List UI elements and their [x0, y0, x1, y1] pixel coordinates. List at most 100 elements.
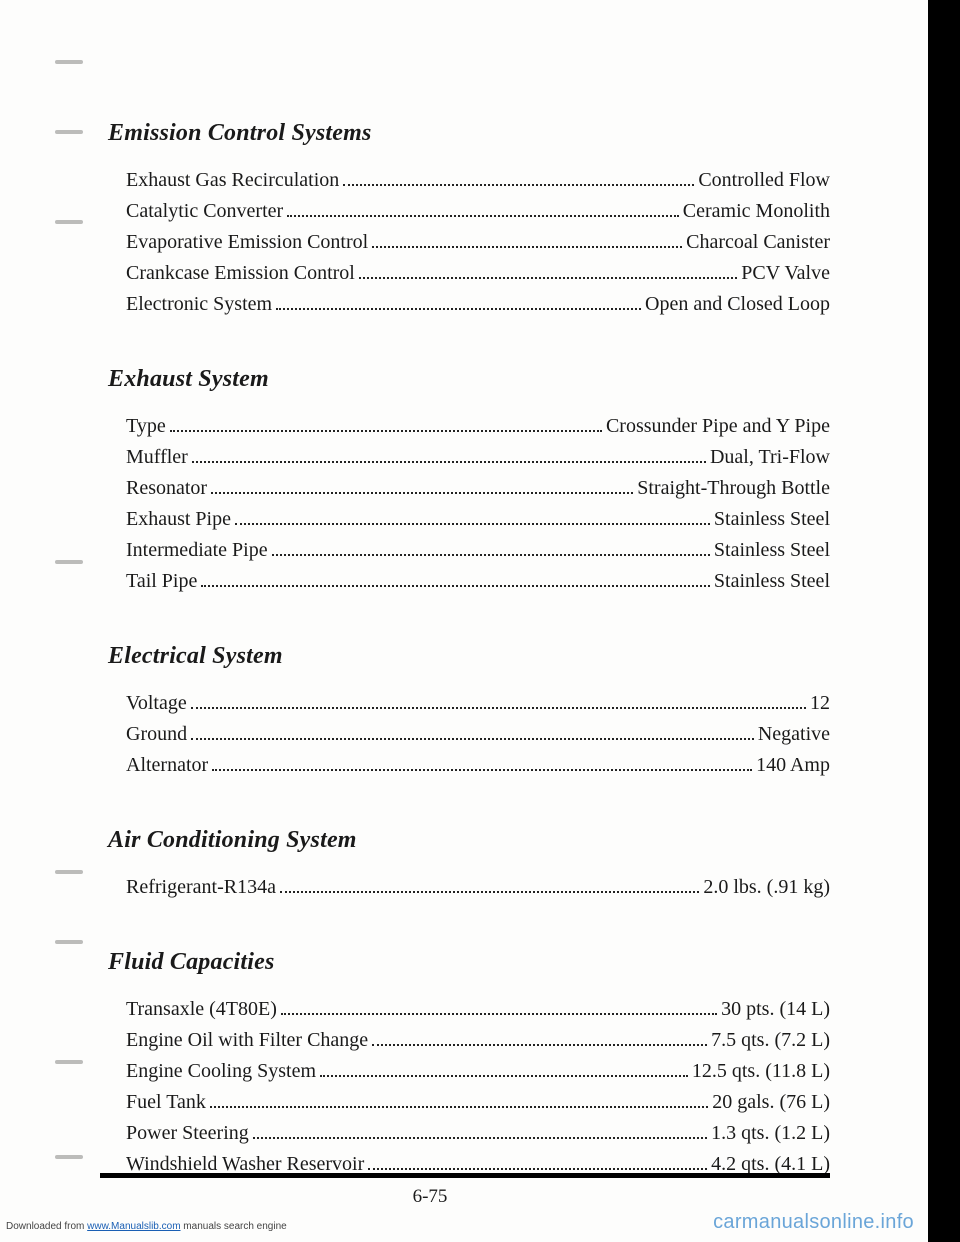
spec-value: Ceramic Monolith	[683, 196, 830, 227]
leader-dots	[210, 1106, 708, 1108]
spec-line: Refrigerant-R134a2.0 lbs. (.91 kg)	[108, 872, 830, 903]
leader-dots	[211, 492, 633, 494]
spec-label: Engine Oil with Filter Change	[126, 1025, 368, 1056]
spec-label: Crankcase Emission Control	[126, 258, 355, 289]
leader-dots	[201, 585, 710, 587]
spec-label: Intermediate Pipe	[126, 535, 268, 566]
spec-value: Straight-Through Bottle	[637, 473, 830, 504]
spec-label: Refrigerant-R134a	[126, 872, 276, 903]
scan-artifact	[55, 940, 83, 944]
footer-suffix: manuals search engine	[181, 1221, 287, 1232]
spec-label: Muffler	[126, 442, 188, 473]
leader-dots	[235, 523, 710, 525]
spec-label: Engine Cooling System	[126, 1056, 316, 1087]
leader-dots	[212, 769, 752, 771]
leader-dots	[320, 1075, 688, 1077]
spec-section: Air Conditioning System Refrigerant-R134a…	[108, 827, 830, 903]
scan-artifact	[55, 130, 83, 134]
spec-line: Resonator Straight-Through Bottle	[108, 473, 830, 504]
spec-line: Muffler Dual, Tri-Flow	[108, 442, 830, 473]
spec-section: Fluid Capacities Transaxle (4T80E) 30 pts.…	[108, 949, 830, 1180]
page-content: Emission Control Systems Exhaust Gas Reci…	[0, 0, 960, 1180]
leader-dots	[253, 1137, 707, 1139]
spec-label: Exhaust Gas Recirculation	[126, 165, 339, 196]
footer-watermark: carmanualsonline.info	[713, 1211, 914, 1234]
spec-value: 20 gals. (76 L)	[712, 1087, 830, 1118]
spec-line: Evaporative Emission Control Charcoal Can…	[108, 227, 830, 258]
leader-dots	[276, 308, 641, 310]
spec-value: Negative	[758, 719, 830, 750]
spec-value: Open and Closed Loop	[645, 289, 830, 320]
scan-artifact	[55, 560, 83, 564]
spec-value: 140 Amp	[756, 750, 830, 781]
spec-value: Dual, Tri-Flow	[710, 442, 830, 473]
spec-section: Exhaust System Type Crossunder Pipe and Y …	[108, 366, 830, 597]
spec-line: Engine Cooling System 12.5 qts. (11.8 L)	[108, 1056, 830, 1087]
spec-value: 7.5 qts. (7.2 L)	[711, 1025, 830, 1056]
spec-line: Tail Pipe Stainless Steel	[108, 566, 830, 597]
scan-artifact	[55, 60, 83, 64]
spec-line: Engine Oil with Filter Change 7.5 qts. (7…	[108, 1025, 830, 1056]
spec-line: Voltage 12	[108, 688, 830, 719]
spec-label: Alternator	[126, 750, 208, 781]
spec-label: Type	[126, 411, 166, 442]
spec-value: PCV Valve	[741, 258, 830, 289]
leader-dots	[372, 1044, 707, 1046]
spec-value: Crossunder Pipe and Y Pipe	[606, 411, 830, 442]
spec-label: Resonator	[126, 473, 207, 504]
leader-dots	[359, 277, 737, 279]
spec-label: Fuel Tank	[126, 1087, 206, 1118]
page-number: 6-75	[0, 1186, 860, 1208]
scan-black-edge	[928, 0, 960, 1242]
leader-dots	[192, 461, 706, 463]
spec-value: Controlled Flow	[698, 165, 830, 196]
spec-line: Exhaust Gas Recirculation Controlled Flow	[108, 165, 830, 196]
spec-label: Electronic System	[126, 289, 272, 320]
spec-value: 12	[810, 688, 830, 719]
leader-dots	[343, 184, 694, 186]
leader-dots	[170, 430, 602, 432]
spec-value: Stainless Steel	[714, 504, 830, 535]
spec-line: Ground Negative	[108, 719, 830, 750]
spec-label: Catalytic Converter	[126, 196, 283, 227]
spec-label: Tail Pipe	[126, 566, 197, 597]
section-heading: Air Conditioning System	[108, 827, 830, 854]
spec-value: Stainless Steel	[714, 566, 830, 597]
section-heading: Electrical System	[108, 643, 830, 670]
section-heading: Exhaust System	[108, 366, 830, 393]
scan-artifact	[55, 1155, 83, 1159]
leader-dots	[272, 554, 710, 556]
section-heading: Emission Control Systems	[108, 120, 830, 147]
spec-value: Stainless Steel	[714, 535, 830, 566]
spec-label: Ground	[126, 719, 187, 750]
spec-label: Transaxle (4T80E)	[126, 994, 277, 1025]
leader-dots	[191, 738, 754, 740]
footer-source: Downloaded from www.Manualslib.com manua…	[6, 1221, 287, 1232]
spec-line: Electronic System Open and Closed Loop	[108, 289, 830, 320]
section-heading: Fluid Capacities	[108, 949, 830, 976]
leader-dots	[372, 246, 682, 248]
spec-line: Intermediate Pipe Stainless Steel	[108, 535, 830, 566]
spec-value: 1.3 qts. (1.2 L)	[711, 1118, 830, 1149]
page-rule	[100, 1173, 830, 1178]
spec-line: Crankcase Emission Control PCV Valve	[108, 258, 830, 289]
leader-dots	[191, 707, 806, 709]
spec-value: 30 pts. (14 L)	[721, 994, 830, 1025]
spec-label: Exhaust Pipe	[126, 504, 231, 535]
spec-label: Power Steering	[126, 1118, 249, 1149]
footer-link[interactable]: www.Manualslib.com	[87, 1221, 180, 1232]
spec-line: Type Crossunder Pipe and Y Pipe	[108, 411, 830, 442]
spec-label: Evaporative Emission Control	[126, 227, 368, 258]
leader-dots	[368, 1168, 707, 1170]
leader-dots	[281, 1013, 717, 1015]
scan-artifact	[55, 1060, 83, 1064]
spec-value: 12.5 qts. (11.8 L)	[692, 1056, 830, 1087]
spec-value: Charcoal Canister	[686, 227, 830, 258]
spec-line: Fuel Tank 20 gals. (76 L)	[108, 1087, 830, 1118]
spec-line: Transaxle (4T80E) 30 pts. (14 L)	[108, 994, 830, 1025]
spec-line: Catalytic Converter Ceramic Monolith	[108, 196, 830, 227]
spec-line: Power Steering 1.3 qts. (1.2 L)	[108, 1118, 830, 1149]
spec-label: Voltage	[126, 688, 187, 719]
footer-prefix: Downloaded from	[6, 1221, 87, 1232]
spec-section: Emission Control Systems Exhaust Gas Reci…	[108, 120, 830, 320]
